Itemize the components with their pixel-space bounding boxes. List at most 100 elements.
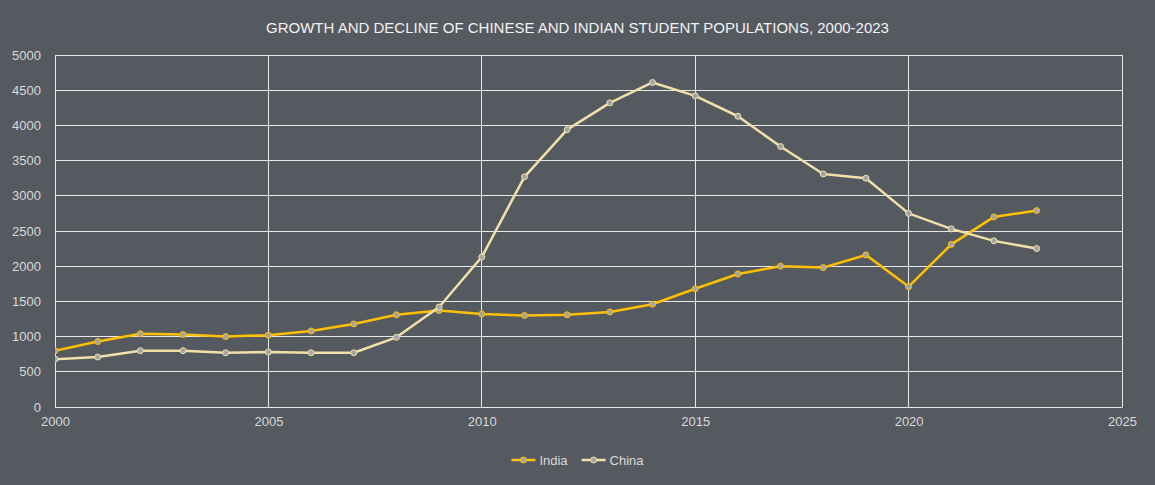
y-tick-label: 2000 — [12, 259, 41, 274]
y-tick: 2500 — [12, 224, 55, 239]
y-tick-label: 2500 — [12, 224, 41, 239]
y-grid-line — [55, 266, 1122, 267]
y-tick: 500 — [19, 364, 55, 379]
series-marker — [778, 263, 784, 269]
series-marker — [991, 238, 997, 244]
x-tick-label: 2005 — [254, 414, 283, 429]
plot: 2000 2005 2010 2015 2020 2025 0 500 1000 1500 2000… — [12, 48, 1137, 430]
y-axis: 0 500 1000 1500 2000 2500 3000 3500 4000 4500 5000 — [12, 48, 55, 415]
series-line — [55, 211, 1037, 351]
y-grid-line — [55, 90, 1122, 91]
legend: India China — [511, 453, 644, 468]
y-grid-line — [55, 195, 1122, 196]
x-tick: 2015 — [681, 407, 710, 429]
y-tick: 4500 — [12, 83, 55, 98]
series-marker — [778, 144, 784, 150]
x-tick: 2020 — [895, 407, 924, 429]
series-marker — [351, 350, 357, 356]
title: GROWTH AND DECLINE OF CHINESE AND INDIAN… — [266, 19, 889, 36]
y-tick-label: 5000 — [12, 48, 41, 63]
y-tick-label: 1000 — [12, 329, 41, 344]
series-marker — [948, 241, 954, 247]
series-marker — [906, 284, 912, 290]
series-marker — [820, 265, 826, 271]
series-marker — [479, 254, 485, 260]
series-group — [55, 79, 1040, 362]
series-marker — [479, 311, 485, 317]
x-tick-label: 2000 — [41, 414, 70, 429]
y-grid-line — [55, 371, 1122, 372]
legend-item: India — [511, 453, 568, 468]
series-marker — [692, 286, 698, 292]
series-marker — [351, 321, 357, 327]
series-marker — [564, 127, 570, 133]
x-grid-line — [1122, 55, 1123, 407]
series-line — [55, 82, 1037, 359]
x-tick: 2010 — [468, 407, 497, 429]
series-marker — [650, 301, 656, 307]
x-axis-line — [56, 407, 1123, 408]
legend-item: China — [582, 453, 645, 468]
series-marker — [137, 348, 143, 354]
x-tick: 2025 — [1108, 407, 1137, 429]
grid — [55, 55, 1122, 407]
y-tick-label: 3000 — [12, 188, 41, 203]
x-tick: 2000 — [41, 407, 70, 429]
y-grid-line — [55, 160, 1122, 161]
series-marker — [863, 252, 869, 258]
series-marker — [308, 350, 314, 356]
y-grid-line — [55, 407, 1122, 408]
background — [0, 0, 1155, 485]
series-marker — [906, 210, 912, 216]
series-marker — [607, 309, 613, 315]
x-grid-line — [908, 55, 909, 407]
x-grid-line — [481, 55, 482, 407]
x-axis: 2000 2005 2010 2015 2020 2025 — [41, 407, 1137, 429]
series-marker — [820, 171, 826, 177]
chart: GROWTH AND DECLINE OF CHINESE AND INDIAN… — [0, 0, 1155, 485]
legend-marker — [520, 457, 526, 463]
series-marker — [308, 328, 314, 334]
series-marker — [265, 332, 271, 338]
x-tick-label: 2015 — [681, 414, 710, 429]
series-marker — [436, 304, 442, 310]
y-tick: 2000 — [12, 259, 55, 274]
series-marker — [393, 334, 399, 340]
series-marker — [863, 175, 869, 181]
y-tick-label: 500 — [19, 364, 41, 379]
legend-label: India — [539, 453, 568, 468]
y-tick-label: 3500 — [12, 153, 41, 168]
series-marker — [95, 339, 101, 345]
y-tick: 0 — [34, 400, 55, 415]
y-tick-label: 1500 — [12, 294, 41, 309]
series-marker — [180, 348, 186, 354]
series-marker — [650, 79, 656, 85]
series-marker — [265, 349, 271, 355]
y-axis-line — [55, 56, 56, 408]
y-tick: 5000 — [12, 48, 55, 63]
series-marker — [55, 356, 58, 362]
y-tick-label: 0 — [34, 400, 41, 415]
series-marker — [1034, 246, 1040, 252]
y-tick: 1500 — [12, 294, 55, 309]
y-grid-line — [55, 125, 1122, 126]
series-marker — [223, 350, 229, 356]
series-marker — [948, 226, 954, 232]
series-marker — [393, 312, 399, 318]
series-marker — [223, 334, 229, 340]
series-marker — [735, 113, 741, 119]
y-tick: 3000 — [12, 188, 55, 203]
series-marker — [1034, 208, 1040, 214]
x-grid-line — [55, 55, 56, 407]
legend-label: China — [610, 453, 645, 468]
y-grid-line — [55, 55, 1122, 56]
x-tick-label: 2010 — [468, 414, 497, 429]
x-tick-label: 2025 — [1108, 414, 1137, 429]
series-marker — [991, 214, 997, 220]
y-tick: 4000 — [12, 118, 55, 133]
x-tick: 2005 — [254, 407, 283, 429]
series-marker — [137, 331, 143, 337]
series-marker — [692, 93, 698, 99]
series-marker — [95, 354, 101, 360]
x-grid-line — [695, 55, 696, 407]
